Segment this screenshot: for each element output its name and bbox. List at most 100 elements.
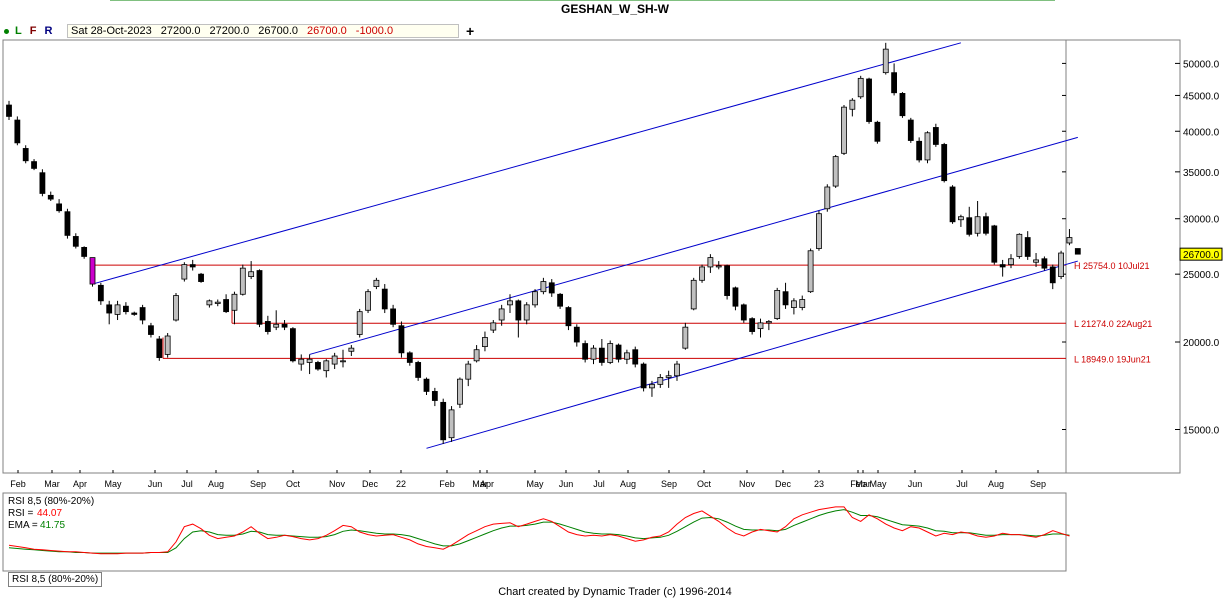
- candle-body: [123, 305, 129, 313]
- rsi-line: [8, 506, 1070, 555]
- candle-body: [582, 343, 589, 360]
- candle-body: [289, 328, 296, 362]
- channel-line: [92, 42, 962, 285]
- x-tick-label: Sep: [661, 479, 677, 489]
- candle-body: [749, 318, 756, 332]
- candle-body: [181, 264, 188, 280]
- x-tick-label: Apr: [480, 479, 494, 489]
- ema-line: [8, 509, 1070, 554]
- x-tick-label: Feb: [439, 479, 455, 489]
- toolbar-l-button[interactable]: L: [15, 25, 22, 37]
- candle-body: [782, 291, 789, 306]
- x-tick-label: May: [869, 479, 887, 489]
- candle-body: [565, 307, 572, 327]
- candle-body: [306, 358, 313, 363]
- add-icon[interactable]: +: [466, 23, 475, 39]
- candle-body: [674, 363, 680, 377]
- candle-body: [891, 72, 897, 94]
- candle-body: [1041, 258, 1048, 269]
- candle-body: [256, 270, 263, 325]
- candle-body: [941, 144, 948, 182]
- x-tick-label: Jul: [956, 479, 968, 489]
- candle-body: [707, 257, 714, 268]
- candle-body: [106, 304, 113, 314]
- ohlc-date: Sat 28-Oct-2023: [71, 25, 152, 37]
- candle-body: [774, 290, 781, 320]
- candle-body: [624, 352, 630, 360]
- candle-body: [974, 216, 981, 234]
- candle-body: [791, 300, 797, 308]
- rsi-tab[interactable]: RSI 8,5 (80%-20%): [8, 572, 103, 587]
- candle-body: [899, 93, 906, 117]
- ohlc-change: -1000.0: [355, 25, 394, 37]
- candle-body: [365, 291, 371, 311]
- candle-body: [557, 293, 563, 307]
- candle-body: [139, 307, 146, 321]
- x-tick-label: Apr: [73, 479, 87, 489]
- candle-body: [473, 349, 480, 362]
- rsi-panel-frame: [2, 492, 1067, 572]
- candle-body: [740, 304, 747, 321]
- toolbar-f-button[interactable]: F: [29, 25, 37, 37]
- candle-body: [1016, 233, 1023, 257]
- candle-body: [348, 347, 355, 352]
- candle-body: [765, 321, 772, 324]
- footer-credit: Chart created by Dynamic Trader (c) 1996…: [498, 586, 732, 598]
- candle-body: [958, 216, 964, 221]
- candle-body: [882, 48, 889, 74]
- candle-body: [97, 284, 104, 302]
- ohlc-close: 26700.0: [307, 25, 347, 37]
- candle-body: [682, 326, 689, 349]
- candle-body: [715, 265, 722, 268]
- candle-body: [924, 132, 931, 161]
- candle-body: [423, 378, 430, 392]
- candle-body: [732, 287, 739, 307]
- candle-body: [373, 279, 380, 287]
- candle-body: [164, 335, 171, 355]
- candle-body: [273, 323, 280, 328]
- candle-body: [189, 264, 196, 268]
- candle-body: [72, 236, 79, 247]
- candle-body: [47, 194, 54, 200]
- candle-body: [281, 323, 288, 328]
- candle-body: [1033, 259, 1039, 263]
- candle-body: [356, 311, 363, 335]
- candle-body: [14, 119, 21, 144]
- candle-body: [264, 321, 271, 332]
- candle-body: [999, 264, 1006, 268]
- x-tick-label: Oct: [286, 479, 301, 489]
- candle-body: [431, 391, 438, 401]
- candle-body: [173, 295, 179, 321]
- x-tick-label: Jul: [181, 479, 193, 489]
- ohlc-high: 27200.0: [209, 25, 250, 37]
- level-label: L 18949.0 19Jun21: [1074, 354, 1151, 364]
- rsi-value: 44.07: [37, 508, 62, 519]
- channel-line: [426, 260, 1078, 449]
- candle-body: [632, 349, 639, 365]
- x-tick-label: Jun: [148, 479, 163, 489]
- candle-body: [465, 363, 472, 380]
- candle-body: [198, 273, 204, 282]
- candle-body: [315, 362, 321, 370]
- candle-body: [799, 299, 806, 308]
- candle-body: [690, 279, 697, 310]
- candle-body: [248, 271, 255, 278]
- x-tick-label: 23: [814, 479, 824, 489]
- x-tick-label: Sep: [250, 479, 266, 489]
- candle-body: [532, 291, 538, 306]
- ohlc-readout: Sat 28-Oct-2023 27200.0 27200.0 26700.0 …: [67, 24, 459, 38]
- candle-body: [482, 337, 488, 348]
- x-tick-label: Dec: [362, 479, 379, 489]
- candle-body: [206, 300, 213, 306]
- x-tick-label: Aug: [988, 479, 1004, 489]
- candle-body: [39, 172, 46, 194]
- candle-body: [406, 352, 413, 363]
- candle-body: [381, 288, 388, 310]
- candle-body: [816, 213, 822, 249]
- price-tick-label: 30000.0: [1183, 215, 1220, 226]
- candle-body: [916, 140, 923, 161]
- toolbar-r-button[interactable]: R: [44, 25, 53, 37]
- candle-body: [841, 106, 847, 154]
- candle-body: [907, 119, 914, 141]
